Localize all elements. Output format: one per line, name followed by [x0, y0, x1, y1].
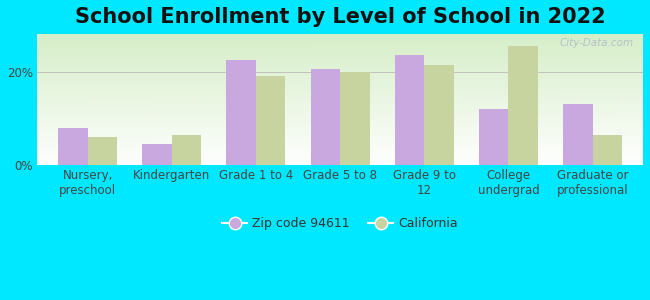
Bar [58, 128, 88, 165]
Legend: Zip code 94611, California: Zip code 94611, California [217, 212, 463, 235]
Bar [142, 144, 172, 165]
Text: City-Data.com: City-Data.com [560, 38, 634, 48]
Bar [395, 55, 424, 165]
Bar [563, 104, 593, 165]
Bar [226, 60, 256, 165]
Bar [256, 76, 285, 165]
Bar [340, 72, 370, 165]
Bar [593, 135, 622, 165]
Bar [88, 137, 117, 165]
Bar [479, 109, 508, 165]
Bar [508, 46, 538, 165]
Bar [311, 69, 340, 165]
Bar [424, 64, 454, 165]
Bar [172, 135, 202, 165]
Title: School Enrollment by Level of School in 2022: School Enrollment by Level of School in … [75, 7, 605, 27]
